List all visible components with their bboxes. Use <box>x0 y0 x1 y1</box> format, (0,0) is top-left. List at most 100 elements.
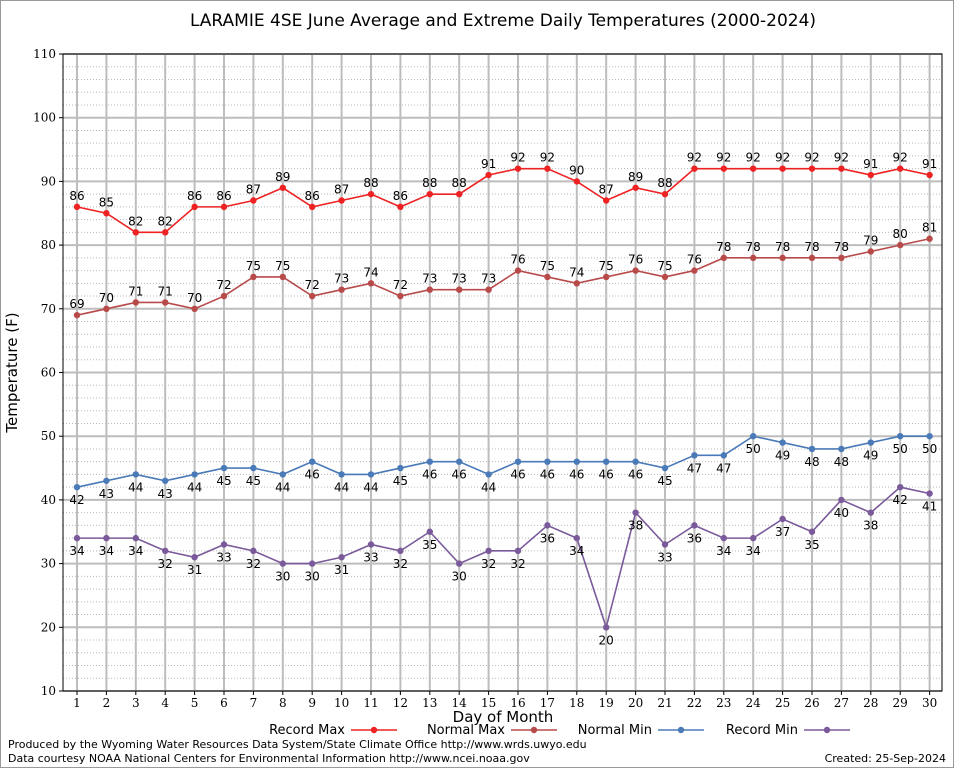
data-label: 75 <box>657 259 672 273</box>
data-label: 72 <box>393 278 408 292</box>
data-point <box>750 254 757 262</box>
data-point <box>603 273 610 281</box>
data-label: 50 <box>746 442 761 456</box>
data-label: 71 <box>128 284 143 298</box>
data-point <box>426 190 433 198</box>
data-point <box>162 299 169 306</box>
data-point <box>779 515 786 523</box>
data-label: 37 <box>775 525 790 539</box>
data-label: 31 <box>187 563 202 577</box>
data-point <box>309 458 316 465</box>
x-tick-label: 26 <box>804 696 819 710</box>
data-point <box>720 254 727 262</box>
legend-label: Record Max <box>269 723 345 738</box>
data-point <box>573 534 580 542</box>
data-label: 86 <box>187 189 202 203</box>
data-point <box>514 165 522 172</box>
data-label: 48 <box>804 455 819 469</box>
data-label: 72 <box>305 278 320 292</box>
data-point <box>191 554 198 561</box>
data-point <box>661 190 669 198</box>
data-point <box>397 203 404 211</box>
data-label: 41 <box>922 500 937 514</box>
data-point <box>73 311 81 319</box>
x-tick-label: 10 <box>334 696 349 710</box>
x-tick-label: 13 <box>422 696 437 710</box>
x-tick-label: 8 <box>279 696 287 710</box>
data-point <box>338 286 345 293</box>
data-label: 75 <box>599 259 614 273</box>
legend-entry: Record Max <box>269 723 397 738</box>
y-tick-label: 20 <box>41 620 56 634</box>
data-label: 45 <box>393 474 408 488</box>
data-point <box>309 203 316 211</box>
data-label: 92 <box>716 151 731 165</box>
data-point <box>338 471 345 478</box>
data-label: 40 <box>834 506 849 520</box>
data-label: 89 <box>628 170 643 184</box>
data-label: 74 <box>363 265 378 279</box>
data-label: 30 <box>452 570 467 584</box>
data-point <box>603 197 610 204</box>
data-point <box>691 267 698 274</box>
data-point <box>897 483 904 491</box>
series-normal-max: 69 70 71 71 70 72 75 75 72 73 74 72 73 73 73 76 75 74 75 76… <box>69 221 937 319</box>
data-label: 82 <box>158 214 173 228</box>
data-point <box>73 483 81 491</box>
data-label: 92 <box>834 151 849 165</box>
data-point <box>397 547 404 555</box>
data-point <box>103 210 110 217</box>
data-label: 47 <box>716 461 731 475</box>
data-label: 20 <box>599 633 614 647</box>
data-label: 75 <box>246 259 261 273</box>
data-label: 38 <box>628 519 643 533</box>
data-point <box>367 471 375 478</box>
data-label: 86 <box>305 189 320 203</box>
data-label: 88 <box>363 176 378 190</box>
data-point <box>103 305 110 312</box>
chart-title: LARAMIE 4SE June Average and Extreme Dai… <box>190 11 816 31</box>
data-point <box>573 280 580 287</box>
data-label: 34 <box>69 544 84 558</box>
x-tick-label: 5 <box>191 696 199 710</box>
data-label: 87 <box>334 183 349 197</box>
data-label: 87 <box>246 183 261 197</box>
data-point <box>279 184 286 191</box>
data-label: 43 <box>158 487 173 501</box>
data-point <box>250 464 257 472</box>
data-label: 38 <box>863 519 878 533</box>
data-label: 78 <box>746 240 761 254</box>
data-point <box>661 464 669 472</box>
data-label: 76 <box>687 253 702 267</box>
data-label: 73 <box>422 272 437 286</box>
data-label: 73 <box>452 272 467 286</box>
data-label: 91 <box>922 157 937 171</box>
x-tick-label: 27 <box>834 696 849 710</box>
data-point <box>926 490 933 497</box>
x-tick-label: 21 <box>657 696 672 710</box>
data-point <box>162 477 169 484</box>
footer-created: Created: 25-Sep-2024 <box>825 752 946 765</box>
x-tick-label: 4 <box>161 696 169 710</box>
x-tick-label: 23 <box>716 696 731 710</box>
data-label: 49 <box>775 449 790 463</box>
data-point <box>691 522 698 529</box>
data-point <box>838 496 845 504</box>
data-label: 72 <box>216 278 231 292</box>
data-point <box>103 477 110 484</box>
legend-marker <box>370 726 378 734</box>
y-tick-label: 70 <box>41 302 56 316</box>
data-point <box>838 165 845 172</box>
footer-produced-by: Produced by the Wyoming Water Resources … <box>8 738 587 751</box>
grid <box>63 53 942 692</box>
legend-label: Normal Min <box>578 723 652 738</box>
data-label: 34 <box>746 544 761 558</box>
data-label: 33 <box>216 550 231 564</box>
data-label: 45 <box>657 474 672 488</box>
data-point <box>544 458 551 465</box>
series-line <box>76 237 930 316</box>
data-point <box>514 267 522 274</box>
data-point <box>456 286 463 293</box>
data-label: 47 <box>687 461 702 475</box>
